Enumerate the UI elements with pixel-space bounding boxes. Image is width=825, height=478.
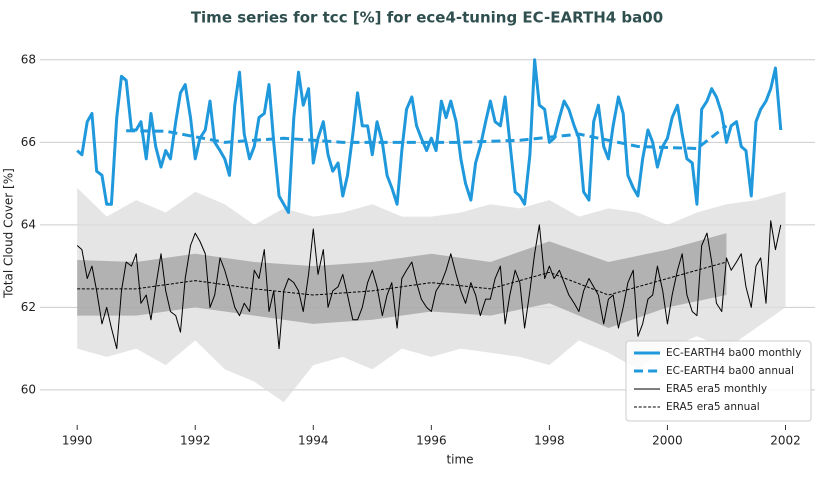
series-line — [76, 58, 783, 214]
x-tick-label: 2000 — [652, 434, 683, 448]
legend-label: EC-EARTH4 ba00 annual — [666, 365, 794, 377]
series-line — [126, 124, 728, 151]
legend-label: EC-EARTH4 ba00 monthly — [666, 347, 801, 359]
chart-title: Time series for tcc [%] for ece4-tuning … — [191, 9, 663, 27]
legend-label: ERA5 era5 annual — [666, 401, 760, 413]
y-axis-label: Total Cloud Cover [%] — [2, 168, 16, 299]
y-tick-label: 68 — [21, 52, 36, 66]
y-tick-label: 64 — [21, 217, 36, 231]
x-tick-label: 1990 — [62, 434, 93, 448]
x-tick-label: 1996 — [416, 434, 447, 448]
y-tick-label: 66 — [21, 135, 36, 149]
x-axis-label: time — [446, 453, 473, 467]
y-tick-label: 60 — [21, 382, 36, 396]
series-line — [76, 220, 782, 350]
legend-box — [625, 340, 812, 422]
y-tick-label: 62 — [21, 300, 36, 314]
x-tick-label: 1998 — [534, 434, 565, 448]
legend: EC-EARTH4 ba00 monthly EC-EARTH4 ba00 ann… — [625, 340, 812, 422]
x-tick-label: 1992 — [180, 434, 211, 448]
x-tick-label: 2002 — [770, 434, 801, 448]
series-line — [77, 261, 727, 296]
x-tick-label: 1994 — [298, 434, 329, 448]
legend-label: ERA5 era5 monthly — [666, 383, 767, 395]
